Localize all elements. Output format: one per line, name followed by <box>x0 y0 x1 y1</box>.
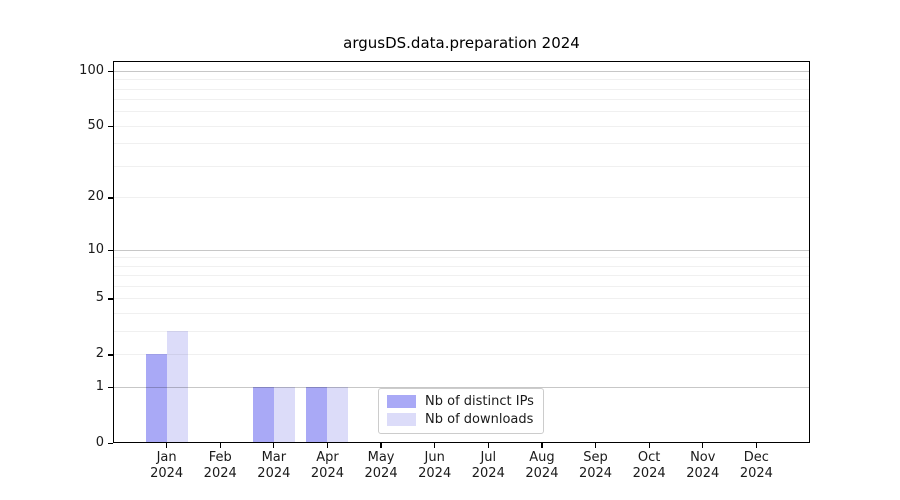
x-tick-may <box>380 443 382 448</box>
y-tick-20 <box>108 197 113 199</box>
x-tick-label-may: May 2024 <box>353 450 409 482</box>
month-label: Nov <box>690 450 716 465</box>
x-tick-label-jul: Jul 2024 <box>460 450 516 482</box>
bar-distinct-ips-jan <box>145 354 167 443</box>
year-label: 2024 <box>632 466 666 481</box>
year-label: 2024 <box>418 466 452 481</box>
bar-downloads-jan <box>166 331 188 443</box>
legend-item-distinct-ips: Nb of distinct IPs <box>387 394 534 409</box>
month-label: Feb <box>208 450 232 465</box>
major-gridline-1 <box>113 387 810 389</box>
minor-gridline-5 <box>113 298 810 300</box>
minor-gridline-60 <box>113 111 810 113</box>
x-tick-mar <box>273 443 275 448</box>
year-label: 2024 <box>686 466 720 481</box>
y-tick-label-100: 100 <box>79 62 104 78</box>
year-label: 2024 <box>150 466 184 481</box>
x-tick-label-feb: Feb 2024 <box>192 450 248 482</box>
minor-gridline-50 <box>113 125 810 127</box>
year-label: 2024 <box>364 466 398 481</box>
y-tick-5 <box>108 298 113 300</box>
month-label: Mar <box>261 450 287 465</box>
y-tick-10 <box>108 249 113 251</box>
minor-gridline-9 <box>113 257 810 259</box>
x-tick-jun <box>434 443 436 448</box>
legend-label-downloads: Nb of downloads <box>425 412 534 427</box>
month-label: Sep <box>583 450 608 465</box>
y-tick-label-10: 10 <box>87 241 104 257</box>
month-label: Aug <box>529 450 555 465</box>
x-tick-label-jun: Jun 2024 <box>407 450 463 482</box>
x-tick-apr <box>326 443 329 448</box>
year-label: 2024 <box>525 466 559 481</box>
y-tick-label-1: 1 <box>95 379 104 395</box>
y-tick-label-5: 5 <box>95 290 104 306</box>
chart-title: argusDS.data.preparation 2024 <box>343 34 580 52</box>
minor-gridline-3 <box>113 331 810 333</box>
x-tick-label-mar: Mar 2024 <box>246 450 302 482</box>
month-label: Jun <box>424 450 445 465</box>
y-tick-1 <box>108 387 113 389</box>
x-tick-label-dec: Dec 2024 <box>728 450 784 482</box>
x-tick-label-oct: Oct 2024 <box>621 450 677 482</box>
minor-gridline-8 <box>113 265 810 267</box>
minor-gridline-2 <box>113 354 810 356</box>
x-tick-label-sep: Sep 2024 <box>568 450 624 482</box>
minor-gridline-90 <box>113 79 810 81</box>
legend-swatch-downloads <box>387 413 416 426</box>
y-tick-0 <box>108 443 113 445</box>
x-tick-dec <box>755 443 758 448</box>
major-gridline-10 <box>113 249 810 251</box>
y-tick-50 <box>108 125 113 128</box>
minor-gridline-20 <box>113 197 810 199</box>
bar-distinct-ips-apr <box>306 387 328 443</box>
year-label: 2024 <box>471 466 505 481</box>
x-tick-oct <box>648 443 650 448</box>
y-tick-label-20: 20 <box>87 189 104 205</box>
x-tick-sep <box>594 443 597 448</box>
bar-downloads-mar <box>273 387 295 443</box>
x-tick-label-nov: Nov 2024 <box>675 450 731 482</box>
month-label: Jan <box>156 450 177 465</box>
month-label: Jul <box>480 450 497 465</box>
y-tick-2 <box>108 354 113 356</box>
x-tick-nov <box>702 443 704 448</box>
minor-gridline-4 <box>113 313 810 315</box>
month-label: Dec <box>743 450 769 465</box>
minor-gridline-30 <box>113 166 810 168</box>
x-tick-feb <box>219 443 221 448</box>
year-label: 2024 <box>310 466 344 481</box>
year-label: 2024 <box>257 466 291 481</box>
bar-distinct-ips-mar <box>252 387 274 443</box>
y-tick-label-2: 2 <box>95 346 104 362</box>
minor-gridline-7 <box>113 275 810 277</box>
x-tick-jul <box>487 443 489 448</box>
year-label: 2024 <box>203 466 237 481</box>
y-tick-label-0: 0 <box>95 435 104 450</box>
legend-item-downloads: Nb of downloads <box>387 412 534 427</box>
minor-gridline-6 <box>113 286 810 288</box>
month-label: May <box>367 450 395 465</box>
y-tick-label-50: 50 <box>87 117 104 133</box>
minor-gridline-70 <box>113 99 810 101</box>
y-tick-100 <box>108 70 113 73</box>
legend-swatch-distinct-ips <box>387 395 416 408</box>
x-tick-label-jan: Jan 2024 <box>139 450 195 482</box>
minor-gridline-80 <box>113 88 810 90</box>
year-label: 2024 <box>739 466 773 481</box>
minor-gridline-40 <box>113 143 810 145</box>
legend: Nb of distinct IPs Nb of downloads <box>378 388 544 434</box>
x-tick-label-apr: Apr 2024 <box>299 450 355 482</box>
x-tick-aug <box>541 443 543 448</box>
x-tick-label-aug: Aug 2024 <box>514 450 570 482</box>
month-label: Oct <box>637 450 661 465</box>
bar-downloads-apr <box>327 387 349 443</box>
plot-area <box>113 61 810 443</box>
major-gridline-100 <box>113 70 810 72</box>
month-label: Apr <box>316 450 339 465</box>
year-label: 2024 <box>578 466 613 481</box>
x-tick-jan <box>165 443 168 448</box>
legend-label-distinct-ips: Nb of distinct IPs <box>425 394 534 409</box>
